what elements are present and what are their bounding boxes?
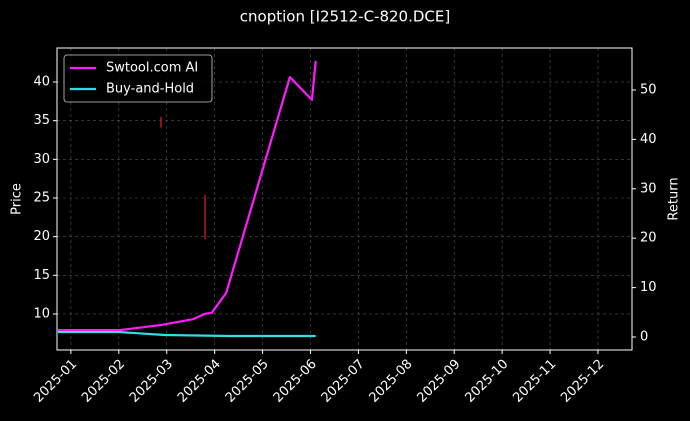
x-tick-label: 2025-05 bbox=[223, 357, 272, 406]
y-tick-label: 35 bbox=[33, 113, 50, 128]
y-tick-label: 15 bbox=[33, 268, 50, 283]
x-tick-label: 2025-03 bbox=[127, 357, 176, 406]
y2-tick-label: 20 bbox=[640, 231, 657, 246]
x-tick-label: 2025-11 bbox=[510, 357, 559, 406]
x-tick-label: 2025-12 bbox=[558, 357, 607, 406]
x-tick-label: 2025-08 bbox=[367, 357, 416, 406]
y2-tick-label: 30 bbox=[640, 181, 657, 196]
x-tick-label: 2025-07 bbox=[319, 357, 368, 406]
y-tick-label: 20 bbox=[33, 229, 50, 244]
x-tick-label: 2025-04 bbox=[175, 357, 224, 406]
y2-tick-label: 0 bbox=[640, 330, 648, 345]
y-tick-label: 40 bbox=[33, 75, 50, 90]
series-line bbox=[57, 60, 317, 332]
legend-label: Swtool.com AI bbox=[106, 61, 198, 76]
y2-tick-label: 40 bbox=[640, 132, 657, 147]
y-tick-label: 10 bbox=[33, 306, 50, 321]
y2-tick-label: 10 bbox=[640, 280, 657, 295]
x-tick-label: 2025-01 bbox=[31, 357, 80, 406]
x-tick-label: 2025-10 bbox=[462, 357, 511, 406]
y-tick-label: 25 bbox=[33, 190, 50, 205]
x-tick-label: 2025-06 bbox=[271, 357, 320, 406]
series-line bbox=[57, 330, 316, 338]
y2-axis-label: Return bbox=[667, 177, 682, 220]
x-tick-label: 2025-02 bbox=[79, 357, 128, 406]
legend-box bbox=[63, 54, 213, 103]
y-axis-label: Price bbox=[10, 183, 25, 215]
legend-label: Buy-and-Hold bbox=[106, 82, 194, 97]
chart-title: cnoption [I2512-C-820.DCE] bbox=[240, 8, 450, 26]
y2-tick-label: 50 bbox=[640, 82, 657, 97]
y-tick-label: 30 bbox=[33, 152, 50, 167]
plot-frame bbox=[56, 47, 633, 351]
x-tick-label: 2025-09 bbox=[415, 357, 464, 406]
